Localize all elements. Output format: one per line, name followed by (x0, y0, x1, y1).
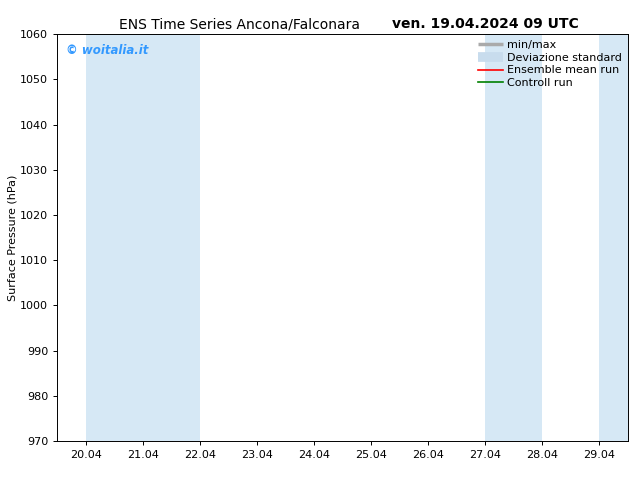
Bar (599, 34, 628, 441)
Text: © woitalia.it: © woitalia.it (66, 45, 148, 57)
Text: ven. 19.04.2024 09 UTC: ven. 19.04.2024 09 UTC (392, 17, 578, 31)
Bar (485, 34, 542, 441)
Y-axis label: Surface Pressure (hPa): Surface Pressure (hPa) (7, 174, 17, 301)
Text: ENS Time Series Ancona/Falconara: ENS Time Series Ancona/Falconara (119, 17, 360, 31)
Bar (86, 34, 200, 441)
Legend: min/max, Deviazione standard, Ensemble mean run, Controll run: min/max, Deviazione standard, Ensemble m… (476, 38, 624, 91)
